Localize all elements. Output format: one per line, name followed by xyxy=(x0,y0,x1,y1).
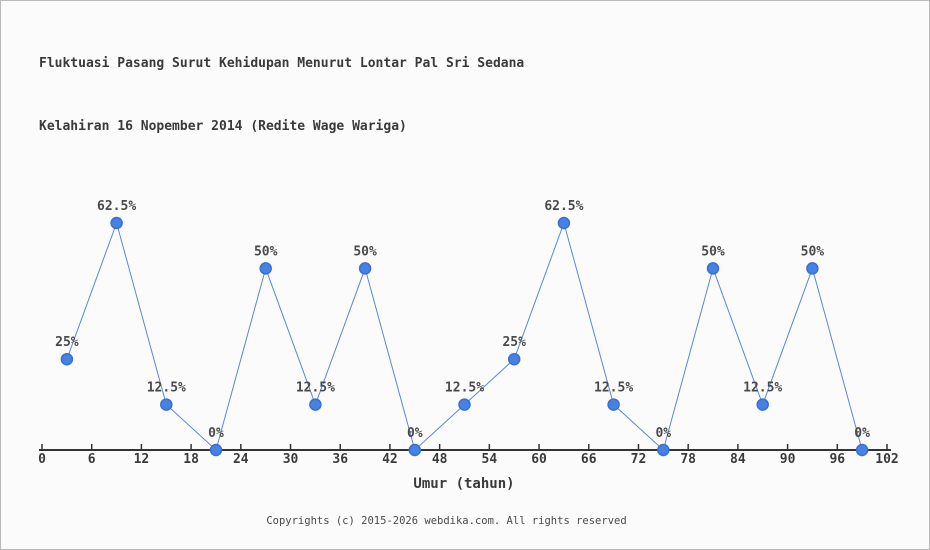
x-tick-label: 54 xyxy=(482,452,498,467)
data-point xyxy=(806,262,819,275)
chart-title-line1: Fluktuasi Pasang Surut Kehidupan Menurut… xyxy=(39,56,525,71)
data-point-label: 12.5% xyxy=(445,381,484,396)
x-tick-label: 60 xyxy=(531,452,547,467)
data-point xyxy=(756,398,769,411)
data-point-labels: 25% 62.5% 12.5% 0% 50% 12.5% 50% 0% 12.5% 25% 62.5… xyxy=(55,199,870,441)
x-tick-label: 6 xyxy=(88,452,96,467)
data-point-label: 0% xyxy=(208,426,224,441)
x-axis-tick-labels: 0 6 12 18 24 30 36 42 48 54 60 66 72 78 84 90 96 102 xyxy=(38,452,899,467)
series-polyline xyxy=(66,221,863,451)
data-point xyxy=(358,262,372,275)
x-tick-label: 0 xyxy=(38,452,46,467)
x-tick-label: 24 xyxy=(233,452,249,467)
data-point xyxy=(110,216,123,230)
data-point-label: 12.5% xyxy=(594,381,633,396)
data-point-label: 50% xyxy=(801,244,825,259)
x-tick-label: 36 xyxy=(332,452,348,467)
x-tick-label: 96 xyxy=(829,452,845,467)
x-axis xyxy=(39,444,891,451)
x-tick-label: 30 xyxy=(283,452,299,467)
data-point xyxy=(309,398,322,411)
chart-title: Fluktuasi Pasang Surut Kehidupan Menurut… xyxy=(39,11,524,179)
data-point xyxy=(557,216,571,230)
data-point xyxy=(855,443,869,457)
x-tick-label: 90 xyxy=(780,452,796,467)
data-point-label: 12.5% xyxy=(296,381,335,396)
data-point-label: 25% xyxy=(55,335,79,350)
x-tick-label: 12 xyxy=(134,452,150,467)
data-point xyxy=(458,398,471,411)
data-point xyxy=(60,352,74,366)
x-tick-label: 84 xyxy=(730,452,746,467)
data-point-label: 0% xyxy=(655,426,671,441)
data-point xyxy=(507,352,521,366)
chart-title-line2: Kelahiran 16 Nopember 2014 (Redite Wage … xyxy=(39,119,407,134)
data-point-label: 50% xyxy=(254,244,278,259)
x-tick-label: 72 xyxy=(631,452,647,467)
x-tick-label: 78 xyxy=(680,452,696,467)
data-point xyxy=(209,443,223,457)
series-line xyxy=(66,221,863,451)
x-tick-label: 102 xyxy=(875,452,898,467)
data-point-label: 50% xyxy=(353,244,377,259)
x-tick-label: 42 xyxy=(382,452,398,467)
data-point-label: 50% xyxy=(701,244,725,259)
data-point xyxy=(607,398,620,411)
data-point-label: 0% xyxy=(854,426,870,441)
data-point xyxy=(408,443,422,457)
data-point-label: 0% xyxy=(407,426,423,441)
x-tick-label: 48 xyxy=(432,452,448,467)
data-point xyxy=(259,262,272,275)
data-points xyxy=(60,216,869,457)
x-tick-label: 18 xyxy=(183,452,199,467)
data-point xyxy=(706,262,720,275)
data-point-label: 25% xyxy=(502,335,526,350)
data-point-label: 62.5% xyxy=(97,199,136,214)
data-point-label: 12.5% xyxy=(743,381,782,396)
data-point-label: 62.5% xyxy=(544,199,583,214)
copyright-footer: Copyrights (c) 2015-2026 webdika.com. Al… xyxy=(266,515,627,527)
data-point-label: 12.5% xyxy=(147,381,186,396)
data-point xyxy=(657,443,670,457)
data-point xyxy=(160,398,173,411)
x-tick-label: 66 xyxy=(581,452,597,467)
x-axis-title: Umur (tahun) xyxy=(413,476,514,492)
